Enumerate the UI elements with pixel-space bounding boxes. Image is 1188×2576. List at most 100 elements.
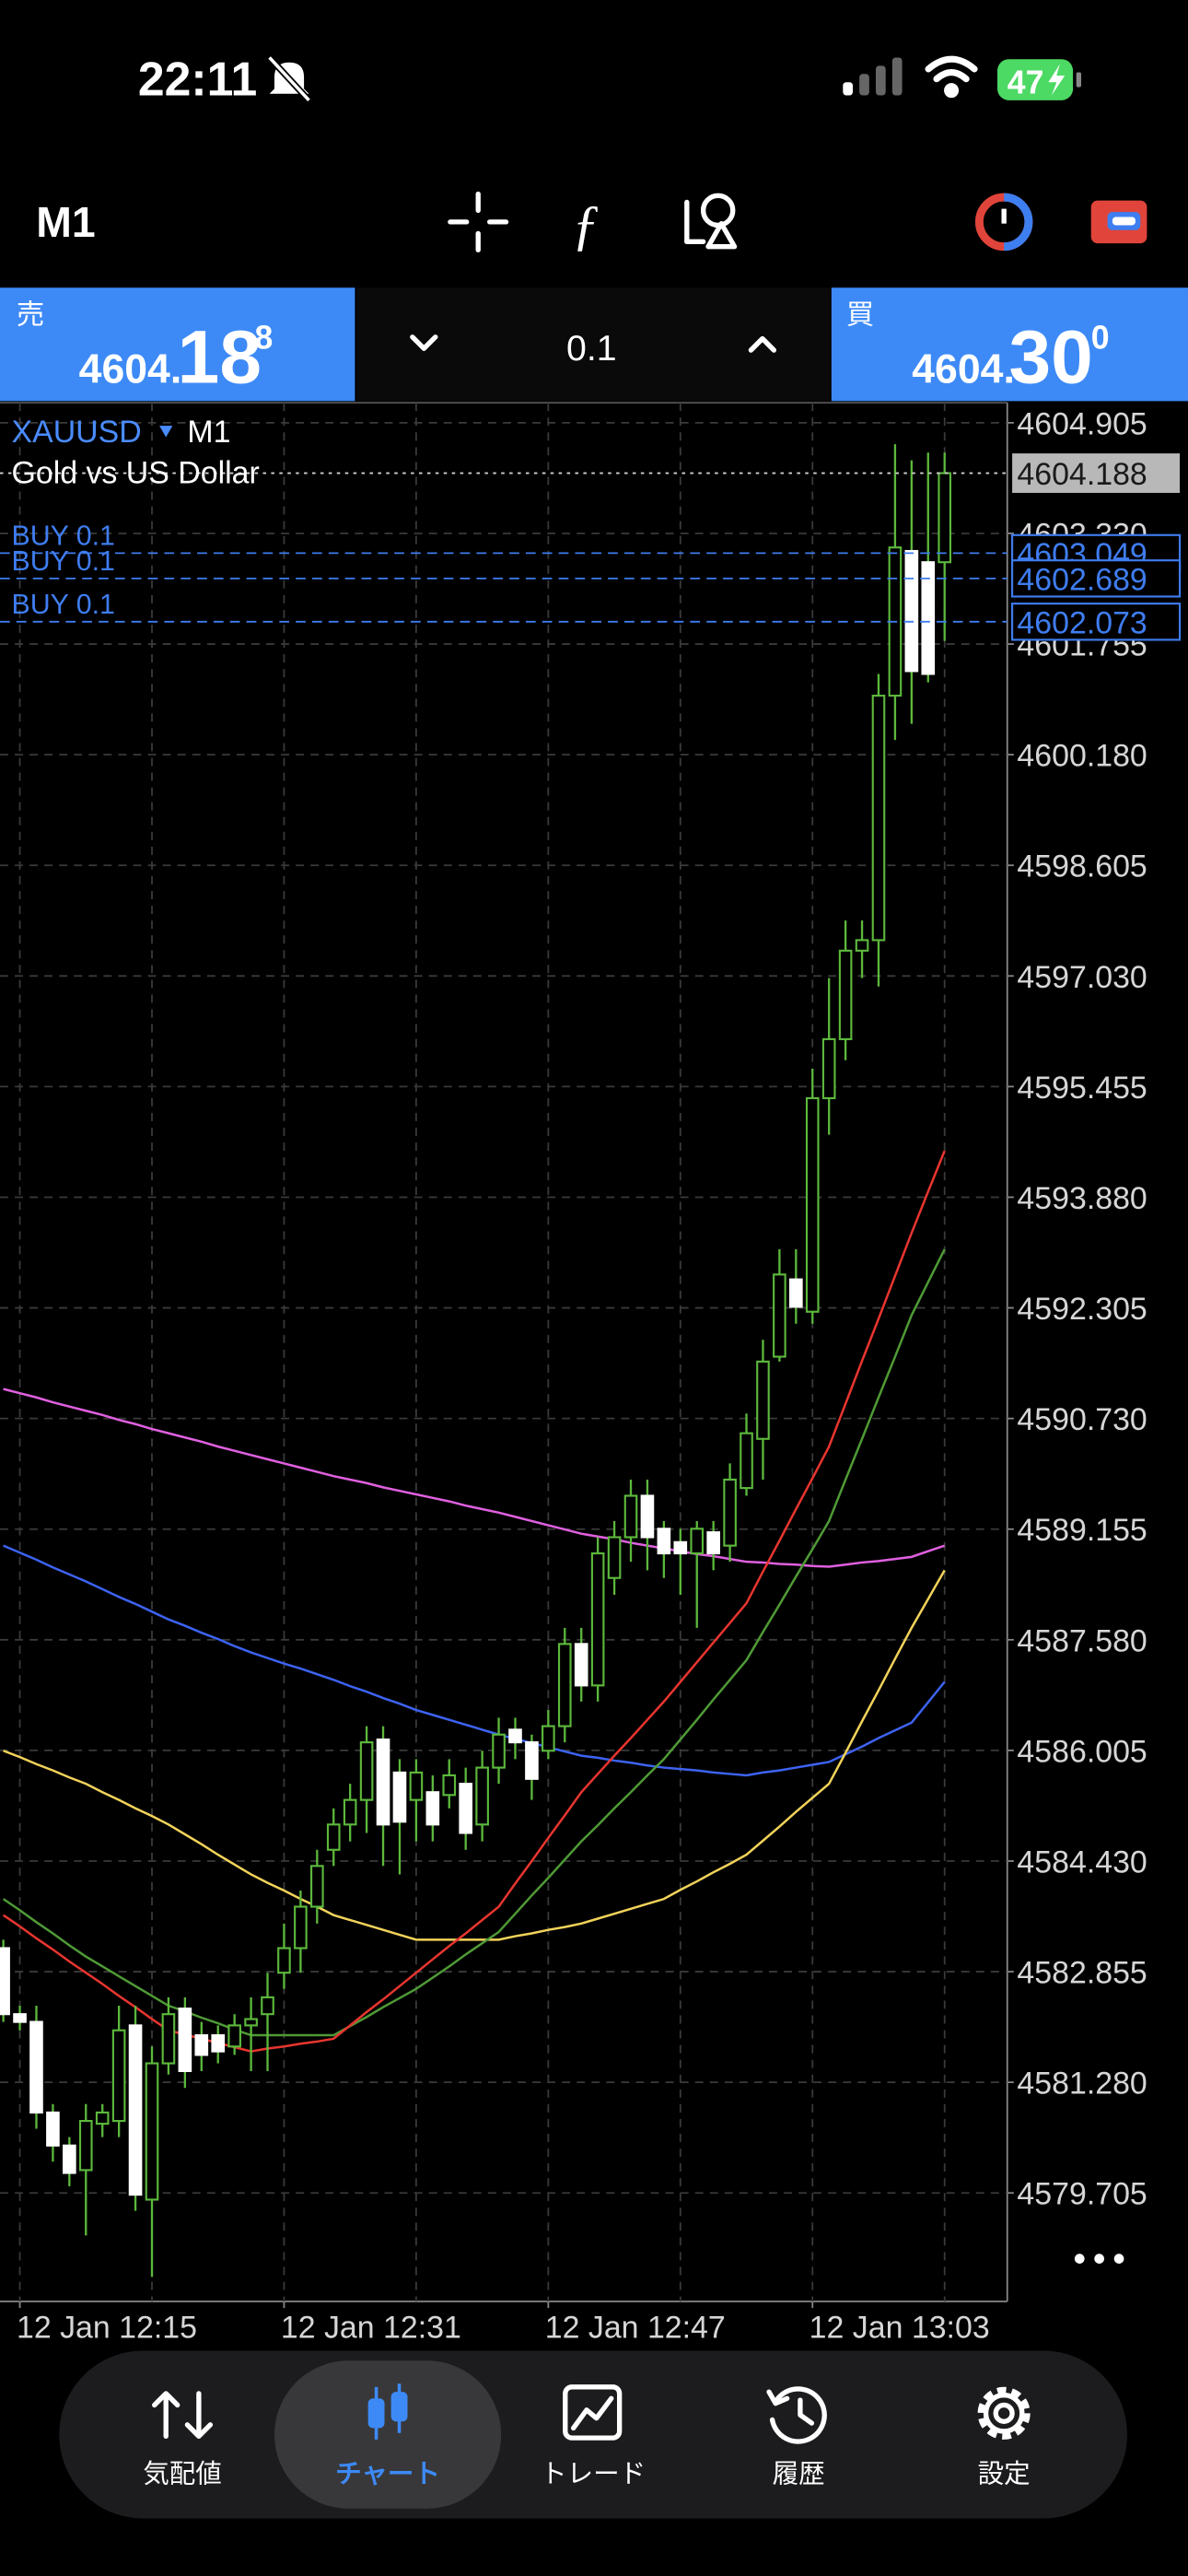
x-tick-label: 12 Jan 12:31 xyxy=(281,2310,461,2345)
candle-body-down xyxy=(13,2013,27,2023)
candle-body-down xyxy=(508,1728,522,1744)
chart-timeframe: M1 xyxy=(187,415,230,450)
y-tick-label: 4579.705 xyxy=(1017,2177,1147,2212)
moving-average xyxy=(2,1150,946,2053)
chart-icon[interactable] xyxy=(367,2383,408,2440)
timeframe-button[interactable]: M1 xyxy=(36,198,95,246)
tab-label[interactable]: 履歴 xyxy=(773,2459,825,2488)
sell-button[interactable]: 売 4604. 18 8 xyxy=(0,287,355,402)
bid-small: 8 xyxy=(255,319,274,356)
candle-body-down xyxy=(425,1791,440,1826)
symbol-dropdown[interactable] xyxy=(159,426,173,438)
clock: 22:11 xyxy=(138,52,257,105)
candle-body-down xyxy=(921,561,936,675)
tab-label[interactable]: 気配値 xyxy=(143,2459,222,2488)
candle-body-up xyxy=(938,472,952,564)
order-price-box xyxy=(1011,603,1182,641)
objects-button[interactable] xyxy=(684,193,738,250)
x-tick-label: 12 Jan 12:15 xyxy=(17,2310,197,2345)
symbol[interactable]: XAUUSD xyxy=(11,415,141,450)
y-tick-label: 4584.430 xyxy=(1017,1844,1147,1879)
candle-body-down xyxy=(904,549,919,673)
clock-button[interactable] xyxy=(974,193,1033,252)
candle-body-up xyxy=(475,1766,489,1826)
moving-average xyxy=(3,1569,946,1941)
mute-icon xyxy=(266,55,312,103)
candle-body-down xyxy=(574,1643,588,1687)
candle-body-up xyxy=(442,1774,457,1797)
tab-label[interactable]: 設定 xyxy=(978,2459,1031,2488)
candle-body-up xyxy=(756,1360,770,1440)
ask-big: 30 xyxy=(1009,316,1093,400)
volume-up[interactable] xyxy=(748,335,777,353)
y-tick-label: 4581.280 xyxy=(1017,2067,1147,2102)
candle-body-up xyxy=(309,1865,324,1908)
ask-small: 0 xyxy=(1091,319,1110,356)
volume[interactable]: 0.1 xyxy=(566,328,617,369)
trade-icon[interactable] xyxy=(563,2384,623,2441)
ask-prefix: 4604. xyxy=(912,347,1015,392)
history-icon[interactable] xyxy=(766,2386,827,2444)
y-tick-label: 4597.030 xyxy=(1017,960,1147,995)
candle-body-up xyxy=(95,2111,110,2125)
candle-body-up xyxy=(409,1771,424,1801)
y-tick-label: 4589.155 xyxy=(1017,1513,1147,1548)
candle-body-up xyxy=(607,1536,622,1579)
order-label: BUY 0.1 xyxy=(11,546,114,577)
candle-body-up xyxy=(492,1733,506,1769)
candle-body-up xyxy=(740,1432,753,1490)
more-button[interactable] xyxy=(1074,2254,1124,2264)
volume-panel xyxy=(356,287,831,402)
sell-label: 売 xyxy=(17,299,44,331)
candle-body-up xyxy=(805,1096,820,1313)
candle-body-down xyxy=(63,2144,76,2174)
candle-body-up xyxy=(78,2120,93,2172)
active-tab-highlight xyxy=(274,2360,502,2509)
buy-button[interactable]: 買 4604. 30 0 xyxy=(831,287,1188,402)
candle-body-up xyxy=(871,695,886,942)
candle-body-up xyxy=(838,949,853,1040)
candle-body-up xyxy=(542,1725,555,1752)
candle-body-up xyxy=(326,1823,341,1851)
candle-body-up xyxy=(111,2029,126,2123)
candle-body-down xyxy=(194,2033,209,2056)
candle-body-up xyxy=(557,1643,572,1727)
candle-body-up xyxy=(773,1273,786,1358)
y-tick-label: 4598.605 xyxy=(1017,849,1147,884)
candle-body-down xyxy=(640,1494,655,1539)
candle-body-down xyxy=(178,2008,192,2073)
battery-level: 47 xyxy=(1007,64,1044,101)
buy-label: 買 xyxy=(846,300,874,331)
candle-body-down xyxy=(0,1947,10,2016)
candle-body-up xyxy=(145,2062,159,2201)
candle-body-up xyxy=(590,1551,605,1687)
wifi-icon xyxy=(925,55,978,99)
tab-label[interactable]: トレード xyxy=(541,2459,646,2488)
candle-body-down xyxy=(673,1540,688,1555)
settings-icon[interactable] xyxy=(977,2386,1031,2440)
y-tick-label: 4586.005 xyxy=(1017,1734,1147,1769)
y-tick-label: 4604.905 xyxy=(1017,406,1147,441)
y-tick-label: 4592.305 xyxy=(1017,1292,1147,1327)
indicators-button[interactable]: ƒ xyxy=(572,194,600,256)
y-tick-label: 4595.455 xyxy=(1017,1071,1147,1106)
candle-body-down xyxy=(459,1783,473,1834)
candle-body-down xyxy=(128,2024,143,2196)
volume-down[interactable] xyxy=(410,334,438,351)
moving-average xyxy=(3,1388,946,1568)
candle-body-down xyxy=(706,1531,720,1555)
candle-body-up xyxy=(227,2024,241,2048)
candle-body-up xyxy=(821,1037,836,1100)
crosshair-button[interactable] xyxy=(448,191,509,252)
candle-body-up xyxy=(294,1905,308,1950)
trade-button[interactable] xyxy=(1090,200,1147,244)
tab-label-active[interactable]: チャート xyxy=(335,2459,440,2488)
current-price-box xyxy=(1012,453,1181,493)
y-tick-label: 4590.730 xyxy=(1017,1402,1147,1437)
quotes-icon[interactable] xyxy=(152,2391,214,2440)
candle-body-up xyxy=(623,1494,638,1539)
symbol-description: Gold vs US Dollar xyxy=(11,456,259,491)
candle-body-down xyxy=(525,1741,539,1780)
